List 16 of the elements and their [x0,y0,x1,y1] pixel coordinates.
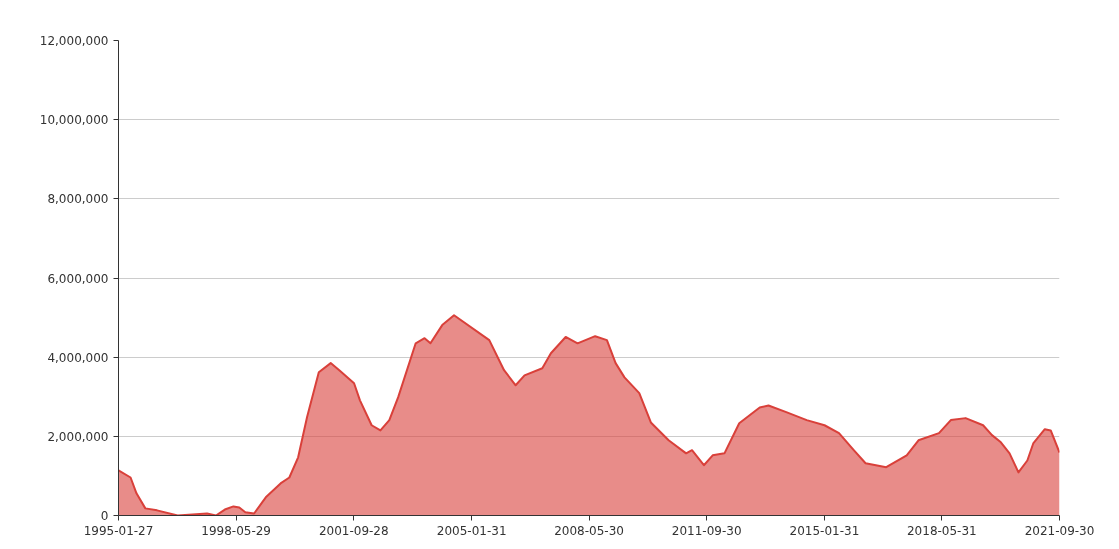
x-tick-label: 2011-09-30 [671,523,742,538]
x-tick-label: 2018-05-31 [906,523,977,538]
y-tick-label: 6,000,000 [47,271,109,286]
y-tick-label: 8,000,000 [47,192,109,207]
y-tick-label: 12,000,000 [39,34,109,48]
x-tick-label: 2001-09-28 [318,523,389,538]
y-tick-label: 10,000,000 [39,113,109,128]
x-tick-label: 2015-01-31 [789,523,860,538]
y-tick-label: 0 [100,509,109,523]
x-tick-label: 2005-01-31 [436,523,507,538]
x-tick-label: 2021-09-30 [1024,523,1095,538]
x-tick-label: 1995-01-27 [83,523,154,538]
x-tick-label: 1998-05-29 [201,523,272,538]
y-tick-label: 4,000,000 [47,350,109,365]
x-tick-label: 2008-05-30 [554,523,624,538]
y-tick-label: 2,000,000 [47,429,109,444]
